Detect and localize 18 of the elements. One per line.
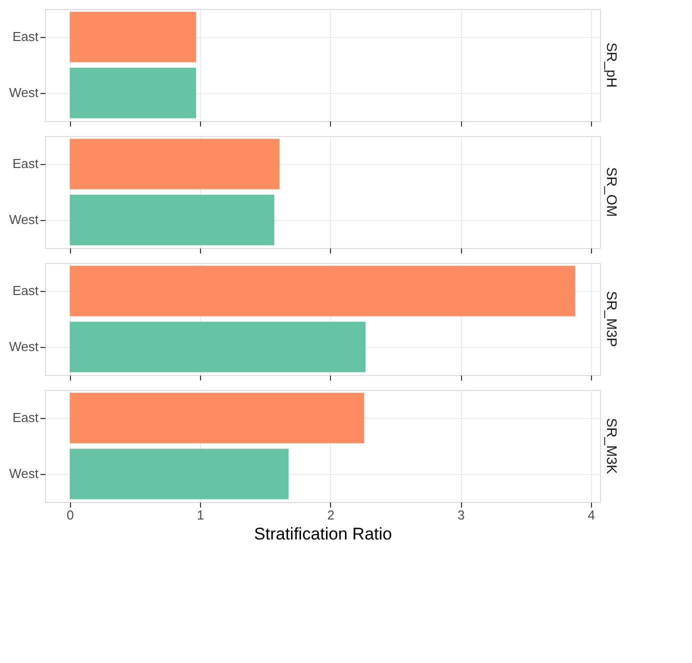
text: SR_M3K xyxy=(604,418,620,475)
text: SR_pH xyxy=(604,42,620,88)
x-tick-label: 4 xyxy=(588,508,595,522)
y-tick-label: West xyxy=(9,339,39,354)
text: SR_OM xyxy=(604,167,620,217)
y-tick-label: East xyxy=(12,410,39,425)
y-tick-label: East xyxy=(12,283,39,298)
x-axis-title: Stratification Ratio xyxy=(254,524,392,544)
text: SR_M3P xyxy=(604,290,620,348)
x-tick-label: 3 xyxy=(457,508,465,522)
y-tick-label: West xyxy=(9,466,39,481)
x-tick-label: 2 xyxy=(327,508,334,522)
y-tick-label: East xyxy=(12,156,39,171)
x-tick-label: 1 xyxy=(196,508,204,522)
x-tick-label: 0 xyxy=(66,508,74,522)
y-tick-label: West xyxy=(9,212,39,227)
y-tick-label: West xyxy=(9,85,39,100)
y-tick-label: East xyxy=(12,29,39,44)
